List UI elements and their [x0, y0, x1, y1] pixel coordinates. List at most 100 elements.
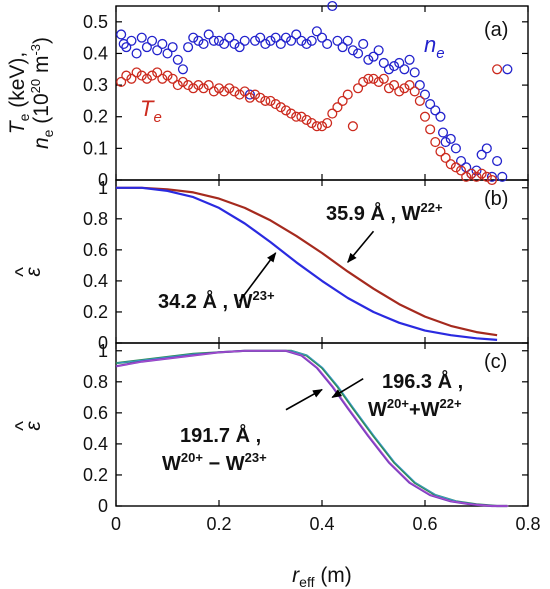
scatter-point [296, 35, 307, 46]
scatter-point [471, 171, 482, 182]
y-tick-label: 0 [98, 496, 108, 516]
scatter-point [162, 70, 173, 81]
panel-a-frame [115, 5, 529, 181]
ne-series-label: ne [424, 32, 445, 62]
annotation-arrow [238, 252, 277, 302]
scatter-point [481, 143, 492, 154]
scatter-point [332, 102, 343, 113]
scatter-point [389, 80, 400, 91]
scatter-point [301, 114, 312, 125]
scatter-point [121, 70, 132, 81]
scatter-point [183, 80, 194, 91]
x-tick-label: 0.4 [309, 514, 334, 534]
scatter-point [244, 89, 255, 100]
panel-label-a: (a) [484, 19, 508, 41]
annot-c-191-7-line1: 191.7 Å , [180, 423, 261, 447]
scatter-point [147, 70, 158, 81]
scatter-point [193, 35, 204, 46]
scatter-point [198, 83, 209, 94]
scatter-point [316, 32, 328, 43]
scatter-point [337, 95, 348, 106]
scatter-point [280, 105, 292, 116]
scatter-point [131, 48, 142, 59]
y-tick-label: 1 [98, 341, 108, 361]
scatter-point [296, 111, 307, 122]
scatter-point [373, 76, 384, 87]
scatter-point [352, 48, 364, 59]
scatter-point [347, 45, 358, 56]
scatter-point [409, 67, 420, 78]
scatter-point [383, 83, 395, 94]
series-line-shadow [116, 350, 509, 507]
scatter-point [208, 86, 219, 97]
y-tick-label: 0.5 [83, 12, 108, 32]
series-line [116, 186, 498, 341]
scatter-point [492, 155, 503, 167]
scatter-point [378, 73, 389, 84]
scatter-point [239, 35, 250, 46]
panel-c-ylabel: ε ^ [12, 421, 45, 431]
svg-text:Te (keV),: Te (keV), [6, 52, 32, 134]
y-tick-label: 0.6 [83, 240, 108, 260]
scatter-point [435, 111, 446, 122]
scatter-point [363, 54, 374, 65]
scatter-point [213, 35, 225, 46]
annotation-arrow [285, 388, 323, 411]
scatter-point [229, 38, 240, 50]
panel-b-ylabel: ε ^ [12, 267, 45, 277]
scatter-point [342, 35, 353, 46]
scatter-point [136, 70, 147, 81]
scatter-point [301, 38, 312, 50]
scatter-point [203, 80, 214, 91]
annotation-arrow [331, 378, 364, 399]
x-tick-label: 0.2 [206, 514, 231, 534]
scatter-point [172, 54, 183, 65]
scatter-point [239, 86, 250, 97]
scatter-point [419, 111, 431, 122]
x-tick-label: 0.8 [515, 514, 540, 534]
scatter-point [368, 51, 379, 62]
scatter-point [389, 61, 400, 72]
scatter-point [275, 102, 286, 113]
y-tick-label: 0.8 [83, 372, 108, 392]
scatter-point [378, 57, 389, 68]
annotation-arrow [347, 230, 375, 264]
marks-layer [115, 0, 513, 508]
scatter-point [425, 124, 436, 135]
scatter-point [157, 38, 168, 50]
scatter-point [461, 162, 472, 173]
scatter-point [486, 171, 498, 182]
scatter-point [126, 73, 137, 84]
scatter-point [152, 45, 163, 56]
y-tick-label: 0 [98, 333, 108, 353]
scatter-point [476, 168, 487, 179]
scatter-point [358, 38, 369, 50]
panel-label-c: (c) [484, 351, 507, 373]
scatter-point [450, 162, 461, 173]
scatter-point [440, 152, 451, 163]
svg-text:ne (1020 m-3): ne (1020 m-3) [28, 37, 56, 149]
scatter-point [414, 95, 425, 106]
y-tick-label: 0.4 [83, 43, 108, 63]
scatter-point [131, 67, 142, 78]
scatter-point [213, 83, 225, 94]
scatter-point [270, 99, 281, 110]
scatter-point [399, 83, 410, 94]
scatter-point [188, 32, 199, 43]
scatter-point [270, 32, 281, 43]
x-tick-label: 0.6 [412, 514, 437, 534]
scatter-point [172, 80, 183, 91]
scatter-point [399, 64, 410, 75]
annot-c-196-3-line2: W20++W22+ [368, 396, 462, 421]
scatter-point [177, 76, 189, 87]
scatter-point [327, 0, 338, 12]
scatter-point [342, 89, 353, 100]
scatter-point [116, 29, 127, 40]
scatter-point [430, 136, 441, 148]
scatter-point [466, 168, 477, 179]
y-tick-label: 0.2 [83, 465, 108, 485]
scatter-point [116, 76, 127, 87]
ticks-layer: 00.10.20.30.40.500.20.40.60.8100.20.40.6… [83, 6, 541, 534]
scatter-point [157, 73, 168, 84]
